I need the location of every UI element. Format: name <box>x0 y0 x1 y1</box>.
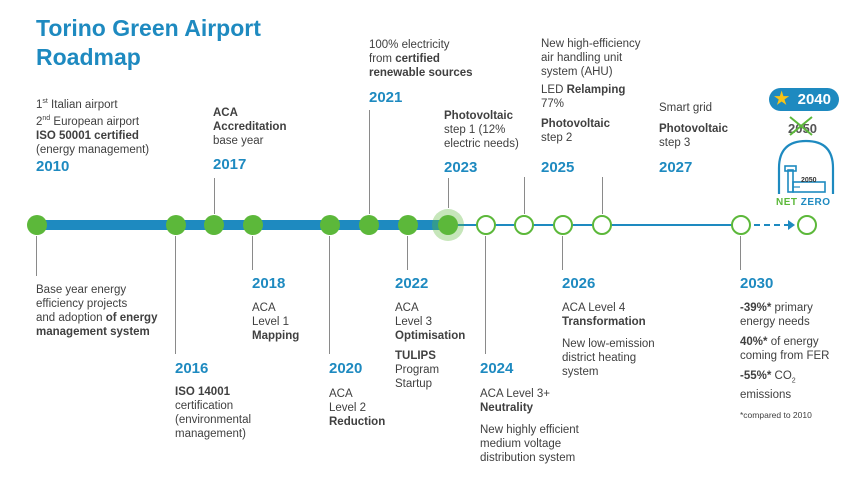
year-2030: 2030 <box>740 275 774 292</box>
title-line-2: Roadmap <box>36 44 141 70</box>
node-2010 <box>27 215 47 235</box>
milestone-2016-desc: ISO 14001 certification (environmental m… <box>175 386 252 440</box>
milestone-2010-desc: 1st Italian airport 2nd European airport… <box>36 98 150 156</box>
year-2021: 2021 <box>369 89 403 106</box>
node-2030 <box>731 215 751 235</box>
node-2025 <box>514 215 534 235</box>
milestone-2022-desc: ACA Level 3 Optimisation TULIPS Program … <box>395 302 466 390</box>
year-2022: 2022 <box>395 275 429 292</box>
node-2027 <box>592 215 612 235</box>
milestone-2010-baseline: Base year energy efficiency projects and… <box>36 284 158 338</box>
milestone-2026-desc: ACA Level 4 Transformation New low-emiss… <box>562 302 655 378</box>
star-icon: ★ <box>774 89 790 108</box>
timeline-arrow-icon <box>788 220 795 230</box>
milestone-2018-desc: ACA Level 1 Mapping <box>252 302 300 342</box>
connector-2026 <box>562 236 563 270</box>
milestone-2020-desc: ACA Level 2 Reduction <box>329 388 386 428</box>
milestone-2017-desc: ACA Accreditation base year <box>213 107 287 147</box>
year-2026: 2026 <box>562 275 596 292</box>
year-2025: 2025 <box>541 159 575 176</box>
connector-2023 <box>448 178 449 208</box>
connector-2030 <box>740 236 741 270</box>
dome-building-label: 2050 <box>801 177 817 184</box>
node-2021 <box>359 215 379 235</box>
connector-2017 <box>214 178 215 214</box>
net-zero-label: NET ZERO <box>776 197 831 208</box>
milestone-2021-desc: 100% electricity from certified renewabl… <box>369 39 473 79</box>
airport-dome-icon: 2050 <box>777 139 835 194</box>
year-2024: 2024 <box>480 360 514 377</box>
connector-2020 <box>329 236 330 354</box>
milestone-2023-desc: Photovoltaic step 1 (12% electric needs) <box>444 110 519 150</box>
node-2050 <box>797 215 817 235</box>
milestone-2024-desc: ACA Level 3+ Neutrality New highly effic… <box>480 388 579 464</box>
year-2027: 2027 <box>659 159 693 176</box>
node-2026 <box>553 215 573 235</box>
year-2018: 2018 <box>252 275 286 292</box>
connector-2025 <box>524 177 525 214</box>
node-2020 <box>320 215 340 235</box>
node-2017 <box>204 215 224 235</box>
connector-2027 <box>602 177 603 214</box>
connector-2018 <box>252 236 253 270</box>
connector-2022 <box>407 236 408 270</box>
milestone-2025-desc: New high-efficiency air handling unit sy… <box>541 38 641 144</box>
milestone-2030-desc: -39%* primary energy needs 40%* of energ… <box>740 302 830 421</box>
target-2040-badge: ★ 2040 <box>769 88 839 111</box>
connector-2010 <box>36 236 37 276</box>
year-2020: 2020 <box>329 360 363 377</box>
connector-2016 <box>175 236 176 354</box>
cross-out-mark <box>789 116 813 136</box>
year-2016: 2016 <box>175 360 209 377</box>
page-title: Torino Green Airport Roadmap <box>36 14 261 72</box>
timeline-line-dashed <box>754 224 790 226</box>
node-2023 <box>438 215 458 235</box>
connector-2024 <box>485 236 486 354</box>
milestone-2027-desc: Smart grid Photovoltaic step 3 <box>659 102 729 149</box>
connector-2021 <box>369 110 370 214</box>
node-2018 <box>243 215 263 235</box>
target-2040-label: 2040 <box>797 91 831 108</box>
year-2023: 2023 <box>444 159 478 176</box>
node-2024 <box>476 215 496 235</box>
year-2017: 2017 <box>213 156 247 173</box>
timeline-bar-past <box>36 220 448 230</box>
node-2022 <box>398 215 418 235</box>
title-line-1: Torino Green Airport <box>36 15 261 41</box>
node-2016 <box>166 215 186 235</box>
year-2010: 2010 <box>36 158 70 175</box>
